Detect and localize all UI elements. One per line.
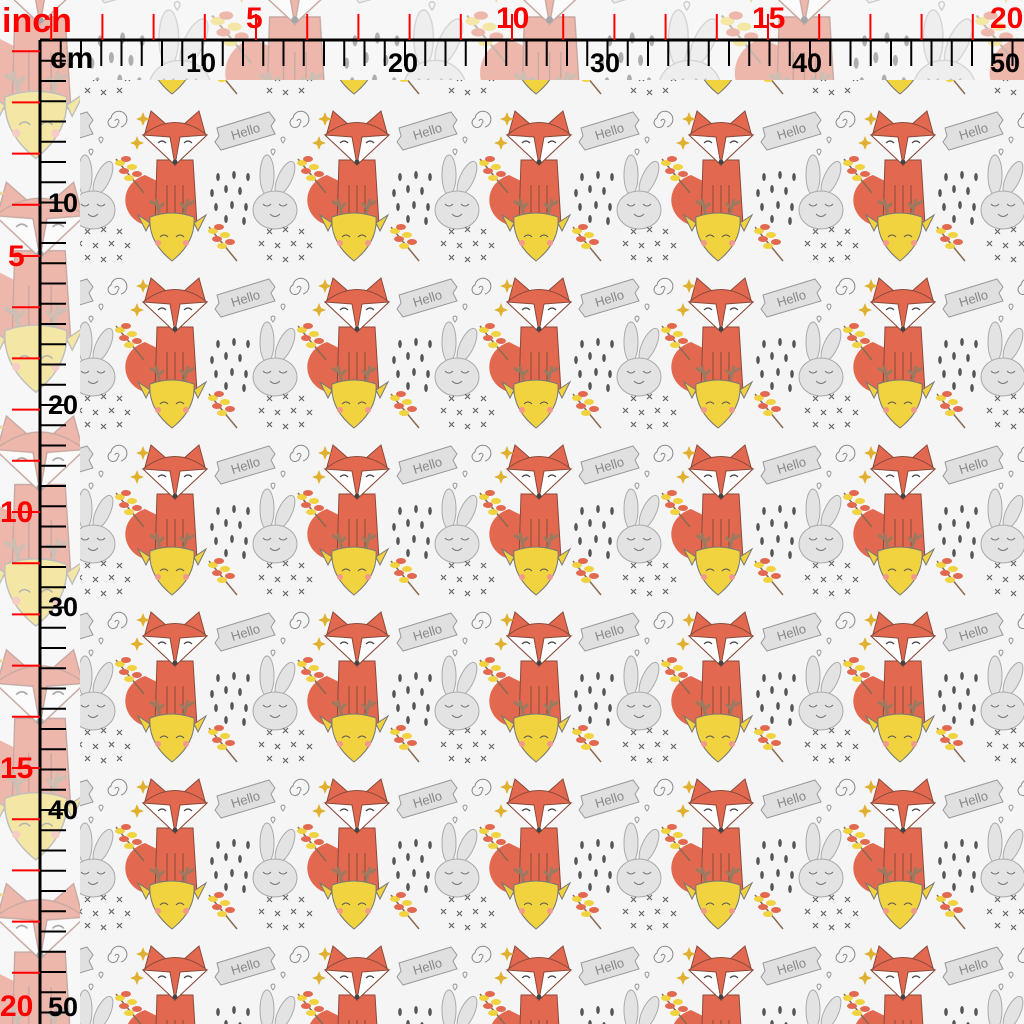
left-inch-label: 15 — [0, 752, 34, 785]
left-cm-label: 30 — [48, 592, 79, 622]
top-inch-label: 20 — [990, 2, 1024, 35]
left-inch-label: 20 — [0, 990, 34, 1023]
rulers — [12, 14, 1024, 1024]
left-inch-label: 10 — [0, 496, 34, 529]
top-cm-label: 20 — [388, 48, 419, 78]
cm-unit-label: cm — [50, 42, 94, 75]
left-cm-label: 50 — [48, 992, 79, 1022]
pattern-main-area — [80, 80, 1024, 1024]
inch-unit-label: inch — [2, 2, 72, 40]
top-cm-label: 10 — [186, 48, 217, 78]
top-inch-label: 5 — [246, 2, 263, 35]
top-inch-label: 15 — [752, 2, 786, 35]
hello-banner: Hello — [214, 111, 276, 151]
top-inch-label: 10 — [496, 2, 530, 35]
left-cm-label: 20 — [48, 390, 79, 420]
top-cm-label: 30 — [590, 48, 621, 78]
top-cm-label: 50 — [990, 48, 1021, 78]
left-cm-label: 10 — [48, 188, 79, 218]
left-inch-label: 5 — [8, 240, 25, 273]
top-cm-label: 40 — [792, 48, 823, 78]
left-cm-label: 40 — [48, 795, 79, 825]
